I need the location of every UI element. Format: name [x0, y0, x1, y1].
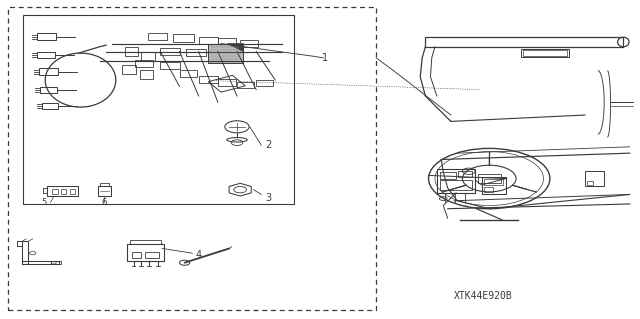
Text: 4: 4 — [195, 250, 202, 260]
Bar — [98, 186, 111, 196]
Bar — [173, 34, 193, 42]
Text: 1: 1 — [322, 53, 328, 63]
Bar — [521, 49, 569, 56]
Bar — [145, 252, 159, 258]
Text: 6: 6 — [102, 198, 107, 207]
Bar — [523, 50, 567, 56]
Bar — [127, 244, 164, 261]
Bar — [426, 37, 623, 47]
Bar — [481, 177, 506, 195]
Text: 2: 2 — [266, 140, 272, 150]
Bar — [218, 79, 236, 86]
Bar — [39, 68, 58, 75]
Bar — [211, 51, 230, 58]
Bar — [22, 261, 59, 264]
Bar — [458, 171, 472, 177]
Bar — [585, 171, 604, 187]
Bar — [22, 241, 28, 264]
Bar — [135, 60, 153, 67]
Text: 3: 3 — [266, 193, 272, 203]
Bar — [208, 44, 243, 63]
Bar — [140, 70, 153, 78]
Bar — [61, 189, 67, 195]
Bar — [125, 47, 138, 56]
Bar — [256, 80, 273, 86]
Bar — [52, 189, 58, 195]
Bar — [37, 51, 55, 58]
Bar — [198, 76, 218, 83]
Polygon shape — [227, 44, 243, 51]
Bar — [440, 172, 456, 179]
Bar — [218, 38, 236, 45]
Bar — [240, 40, 258, 47]
Bar — [587, 181, 593, 185]
Bar — [440, 180, 472, 190]
Bar — [51, 261, 61, 264]
Bar — [8, 7, 376, 310]
Bar — [100, 183, 109, 186]
Bar — [186, 49, 206, 56]
Bar — [179, 70, 197, 77]
Text: XTK44E920B: XTK44E920B — [454, 291, 512, 301]
Text: 5: 5 — [42, 198, 47, 207]
Bar — [161, 62, 179, 69]
Bar — [141, 52, 156, 61]
Bar — [132, 252, 141, 258]
Bar — [484, 187, 493, 192]
Bar — [477, 174, 500, 183]
Bar — [237, 82, 253, 88]
Bar — [37, 33, 56, 41]
Bar — [42, 103, 58, 109]
Bar — [484, 179, 503, 185]
Bar — [23, 15, 294, 204]
Bar — [40, 87, 57, 93]
Bar — [198, 37, 218, 44]
Bar — [161, 48, 179, 55]
Bar — [70, 189, 76, 195]
Bar — [148, 33, 167, 41]
Bar — [131, 241, 161, 244]
Bar — [437, 169, 475, 193]
Bar — [47, 187, 78, 196]
Bar — [122, 65, 136, 74]
